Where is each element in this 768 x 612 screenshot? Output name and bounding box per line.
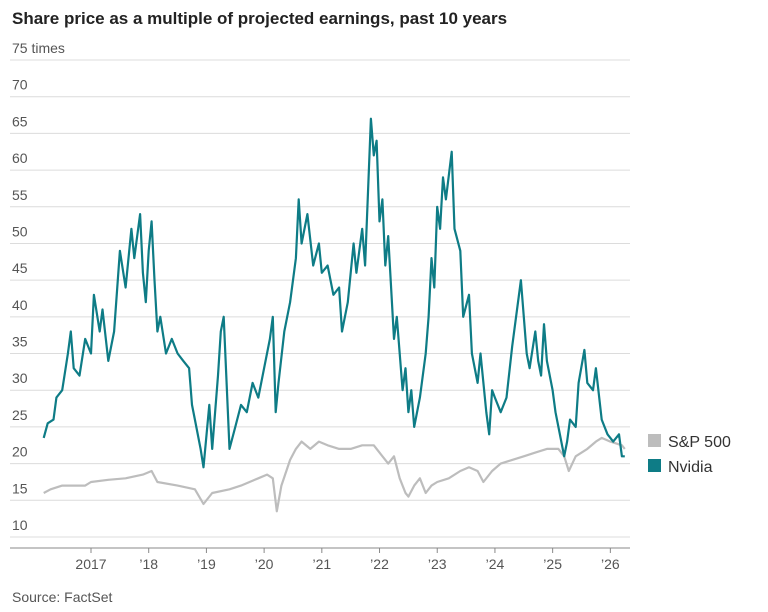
y-tick-label: 75 times [12, 40, 65, 56]
x-tick-label: ’25 [543, 556, 562, 572]
y-tick-label: 45 [12, 260, 28, 276]
x-tick-label: ’19 [197, 556, 216, 572]
y-tick-label: 20 [12, 444, 28, 460]
y-tick-label: 50 [12, 223, 28, 239]
x-tick-label: 2017 [75, 556, 106, 572]
y-tick-label: 55 [12, 187, 28, 203]
y-tick-label: 60 [12, 150, 28, 166]
chart-title: Share price as a multiple of projected e… [12, 9, 507, 28]
legend-label: Nvidia [668, 459, 713, 476]
y-tick-label: 70 [12, 77, 28, 93]
x-tick-label: ’24 [486, 556, 505, 572]
x-tick-label: ’21 [312, 556, 331, 572]
x-tick-label: ’20 [255, 556, 274, 572]
y-tick-label: 40 [12, 297, 28, 313]
x-tick-label: ’26 [601, 556, 620, 572]
legend-swatch [648, 434, 661, 447]
data-line [43, 436, 626, 513]
data-line [42, 117, 625, 469]
y-tick-label: 10 [12, 517, 28, 533]
y-tick-label: 30 [12, 370, 28, 386]
y-tick-label: 25 [12, 407, 28, 423]
y-tick-label: 15 [12, 480, 28, 496]
x-tick-label: ’22 [370, 556, 389, 572]
x-tick-label: ’23 [428, 556, 447, 572]
y-tick-label: 35 [12, 334, 28, 350]
legend-label: S&P 500 [668, 434, 731, 451]
legend-swatch [648, 459, 661, 472]
source-note: Source: FactSet [12, 589, 112, 605]
y-tick-label: 65 [12, 113, 28, 129]
x-tick-label: ’18 [139, 556, 158, 572]
